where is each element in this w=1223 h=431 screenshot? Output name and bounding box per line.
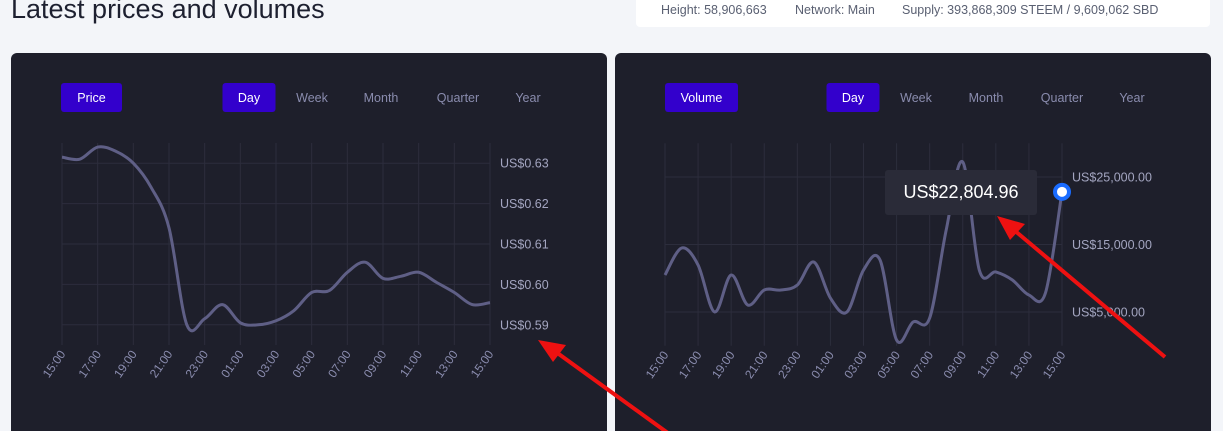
y-tick-label: US$25,000.00: [1072, 171, 1152, 185]
y-tick-label: US$5,000.00: [1072, 306, 1145, 320]
arrow: [554, 350, 669, 431]
line: [61, 145, 491, 333]
metric-label[interactable]: Volume: [681, 91, 723, 105]
period-tab[interactable]: Quarter: [1041, 91, 1083, 105]
y-tick-label: US$0.61: [500, 238, 549, 252]
stat: Network: Main: [795, 3, 875, 17]
tooltip-value: US$22,804.96: [903, 182, 1018, 202]
stats-box: [636, 0, 1210, 27]
period-tab[interactable]: Month: [969, 91, 1004, 105]
metric-button[interactable]: [665, 83, 738, 112]
y-tick-label: US$15,000.00: [1072, 238, 1152, 252]
y-tick-label: US$0.63: [500, 157, 549, 171]
period-tab[interactable]: Week: [296, 91, 328, 105]
arrow-head: [538, 340, 566, 362]
metric-label[interactable]: Price: [77, 91, 106, 105]
y-tick-label: US$0.60: [500, 278, 549, 292]
stat: Height: 58,906,663: [661, 3, 767, 17]
period-tab-active[interactable]: [826, 83, 880, 112]
period-tab[interactable]: Year: [1119, 91, 1144, 105]
period-tab[interactable]: Day: [842, 91, 865, 105]
period-tab[interactable]: Week: [900, 91, 932, 105]
page-title: Latest prices and volumes: [11, 0, 325, 24]
arrow-head: [997, 216, 1025, 240]
period-tab-active[interactable]: [222, 83, 276, 112]
hover-point: [1053, 182, 1071, 201]
arrow: [1012, 228, 1167, 359]
period-tab[interactable]: Quarter: [437, 91, 479, 105]
line: [663, 160, 1064, 344]
period-tab[interactable]: Day: [238, 91, 261, 105]
y-tick-label: US$0.62: [500, 197, 549, 211]
metric-button[interactable]: [61, 83, 122, 112]
period-tab[interactable]: Month: [364, 91, 399, 105]
tooltip: [885, 170, 1037, 215]
y-tick-label: US$0.59: [500, 318, 549, 332]
annotation-arrows: [538, 216, 1167, 431]
stat: Supply: 393,868,309 STEEM / 9,609,062 SB…: [902, 3, 1158, 17]
panel: [11, 53, 607, 431]
period-tab[interactable]: Year: [515, 91, 540, 105]
